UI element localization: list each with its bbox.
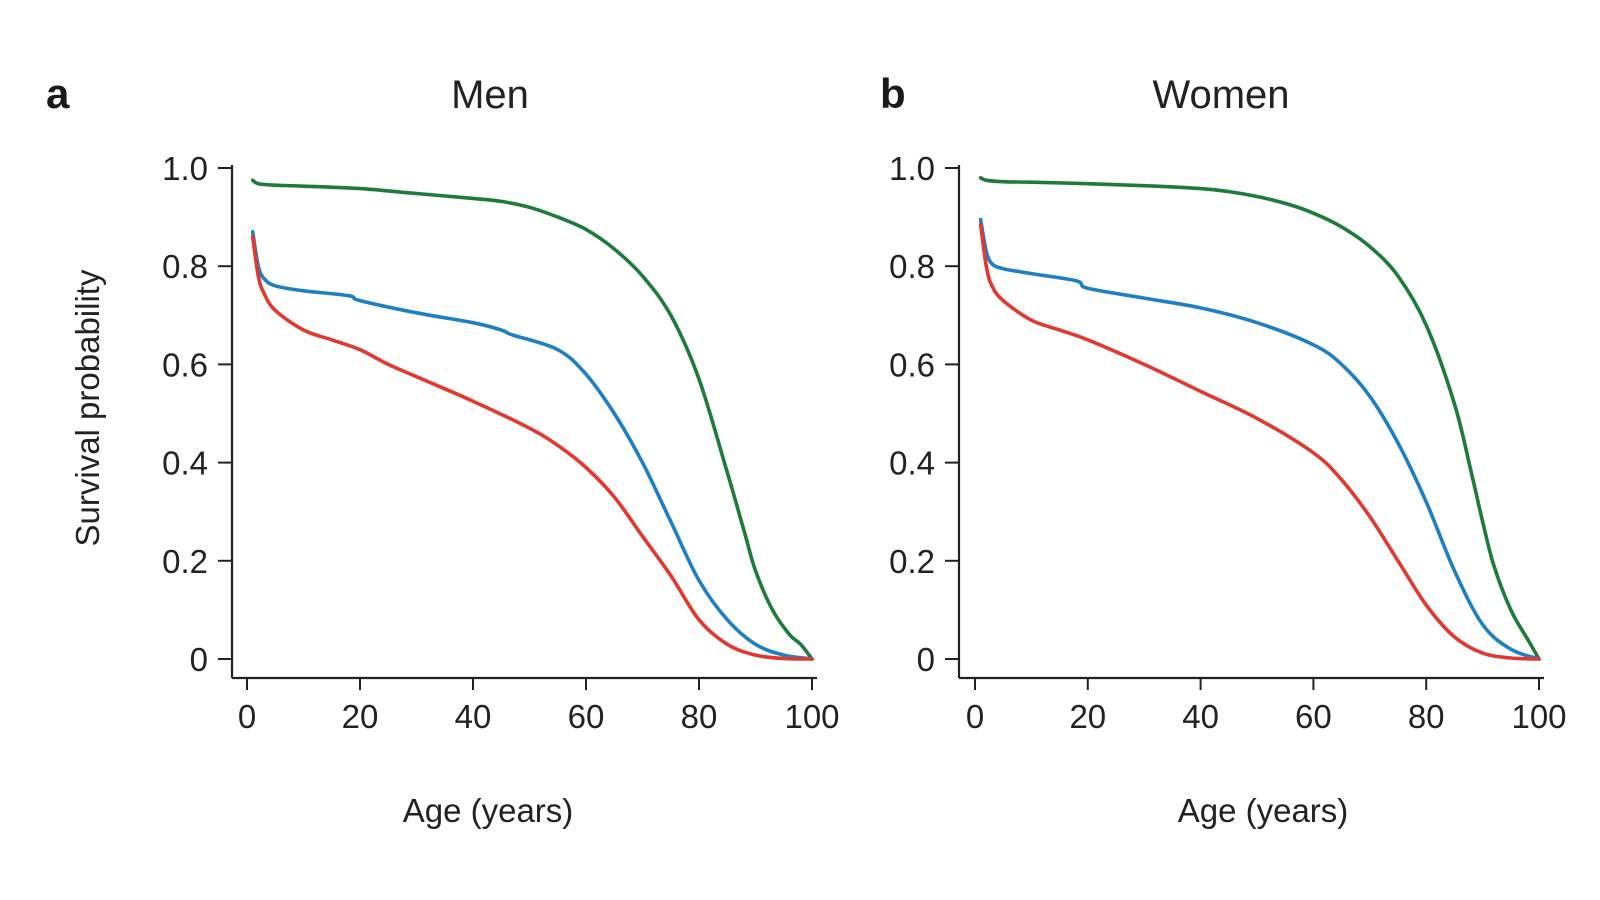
- y-tick-label: 0.2: [162, 543, 208, 580]
- series-line: [250, 178, 814, 661]
- x-ticks: 0 20 40 60 80 100: [238, 678, 840, 735]
- x-tick-label: 40: [455, 698, 492, 735]
- x-tick-label: 0: [966, 698, 984, 735]
- y-tick-label: 0.4: [162, 445, 208, 482]
- x-tick-label: 40: [1182, 698, 1219, 735]
- series-group: [978, 176, 1541, 661]
- x-axis-label-men: Age (years): [403, 792, 574, 829]
- y-tick-label: 0.8: [889, 248, 935, 285]
- y-tick-label: 0.8: [162, 248, 208, 285]
- y-tick-label: 0: [917, 641, 935, 678]
- series-line: [978, 217, 1541, 661]
- x-tick-label: 0: [238, 698, 256, 735]
- series-group: [250, 178, 814, 661]
- y-tick-label: 0.6: [889, 346, 935, 383]
- y-tick-label: 0.2: [889, 543, 935, 580]
- y-tick-label: 0: [190, 641, 208, 678]
- x-tick-label: 100: [1511, 698, 1566, 735]
- panel-letter-a: a: [46, 70, 70, 117]
- x-axis-label-women: Age (years): [1178, 792, 1349, 829]
- series-line: [978, 222, 1541, 661]
- y-tick-label: 1.0: [889, 150, 935, 187]
- y-ticks: 0 0.2 0.4 0.6 0.8 1.0: [162, 150, 232, 678]
- y-axis-label: Survival probability: [69, 269, 106, 546]
- x-ticks: 0 20 40 60 80 100: [966, 678, 1567, 735]
- x-tick-label: 20: [342, 698, 379, 735]
- x-tick-label: 20: [1069, 698, 1106, 735]
- panel-title-men: Men: [451, 73, 529, 117]
- y-ticks: 0 0.2 0.4 0.6 0.8 1.0: [889, 150, 959, 678]
- panel-title-women: Women: [1152, 73, 1289, 117]
- x-tick-label: 60: [1295, 698, 1332, 735]
- x-tick-label: 80: [1408, 698, 1445, 735]
- series-line: [978, 176, 1541, 661]
- series-line: [250, 230, 814, 661]
- x-tick-label: 80: [681, 698, 718, 735]
- y-tick-label: 0.4: [889, 445, 935, 482]
- panel-letter-b: b: [880, 70, 906, 117]
- y-tick-label: 0.6: [162, 346, 208, 383]
- x-tick-label: 100: [784, 698, 839, 735]
- panel-men: a Men 0 0.2 0.4 0.6 0.8 1.0 0 20 40 60 80 100 Age …: [46, 70, 840, 829]
- y-tick-label: 1.0: [162, 150, 208, 187]
- series-line: [250, 234, 814, 661]
- panel-women: b Women 0 0.2 0.4 0.6 0.8 1.0 0 20 40 60 80 100 Ag…: [880, 70, 1567, 829]
- x-tick-label: 60: [568, 698, 605, 735]
